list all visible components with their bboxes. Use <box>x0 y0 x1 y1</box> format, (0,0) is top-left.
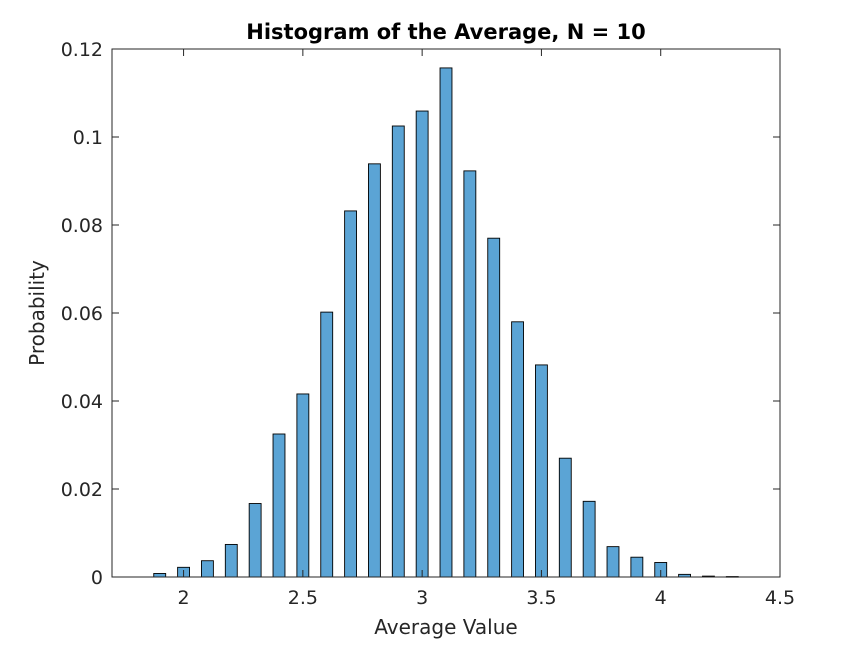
bar <box>535 364 548 578</box>
bar <box>248 503 262 578</box>
x-tick-label: 4.5 <box>765 587 795 609</box>
bar <box>630 556 644 578</box>
y-tick-label: 0.08 <box>61 215 103 237</box>
bar <box>487 237 501 578</box>
y-tick-label: 0.02 <box>61 479 103 501</box>
y-ticks-group: 0 0.02 0.04 0.06 0.08 0.1 0.12 <box>61 39 780 589</box>
bar <box>558 457 572 578</box>
bar <box>463 170 477 578</box>
bar <box>415 110 429 578</box>
bar <box>320 311 334 578</box>
x-tick-label: 2.5 <box>288 587 318 609</box>
bar <box>368 163 381 578</box>
y-axis-label: Probability <box>25 260 49 366</box>
bar <box>224 543 238 578</box>
x-axis-label: Average Value <box>374 615 517 639</box>
y-tick-label: 0.12 <box>61 39 103 61</box>
y-tick-label: 0.06 <box>61 303 103 325</box>
bar <box>439 67 453 578</box>
bar <box>153 573 167 578</box>
y-tick-label: 0.1 <box>73 127 103 149</box>
bar <box>201 560 214 578</box>
chart-title: Histogram of the Average, N = 10 <box>246 20 645 44</box>
x-tick-label: 4 <box>655 587 667 609</box>
x-ticks-group: 2 2.5 3 3.5 4 4.5 <box>178 49 795 609</box>
x-tick-label: 2 <box>178 587 190 609</box>
x-tick-label: 3 <box>416 587 428 609</box>
bar <box>272 433 286 578</box>
y-tick-label: 0.04 <box>61 391 103 413</box>
bar <box>296 393 310 578</box>
x-tick-label: 3.5 <box>526 587 556 609</box>
y-tick-label: 0 <box>91 567 103 589</box>
bar <box>511 321 524 578</box>
bar <box>606 546 620 578</box>
bar <box>344 210 357 578</box>
bar <box>582 500 596 578</box>
bar <box>391 125 405 578</box>
